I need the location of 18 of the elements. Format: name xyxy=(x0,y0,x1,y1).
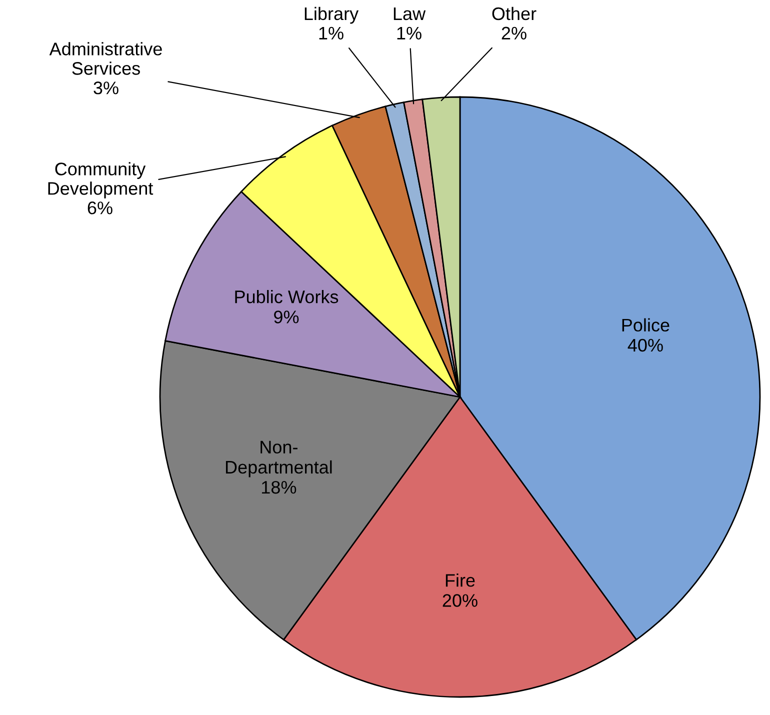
data-label: 9% xyxy=(274,310,299,324)
slice-label: Law xyxy=(394,8,426,20)
data-label: 20% xyxy=(442,594,478,607)
data-label: 2% xyxy=(502,26,526,40)
data-label: 1% xyxy=(319,26,344,40)
slice-label: Library xyxy=(304,6,359,24)
data-label: 1% xyxy=(397,26,422,40)
slice-label: Other xyxy=(492,6,536,20)
data-label: 6% xyxy=(88,202,112,214)
slice-label: Administrative Services xyxy=(49,42,162,75)
slice-label: Non- Departmental xyxy=(226,440,332,478)
slice-label: Community Development xyxy=(48,162,154,198)
data-label: 18% xyxy=(262,480,296,494)
slice-label: Public Works xyxy=(235,290,338,304)
data-label: 3% xyxy=(94,82,118,94)
slice-label: Police xyxy=(622,318,670,332)
data-label: 40% xyxy=(628,338,663,352)
slice-label: Fire xyxy=(446,574,475,587)
